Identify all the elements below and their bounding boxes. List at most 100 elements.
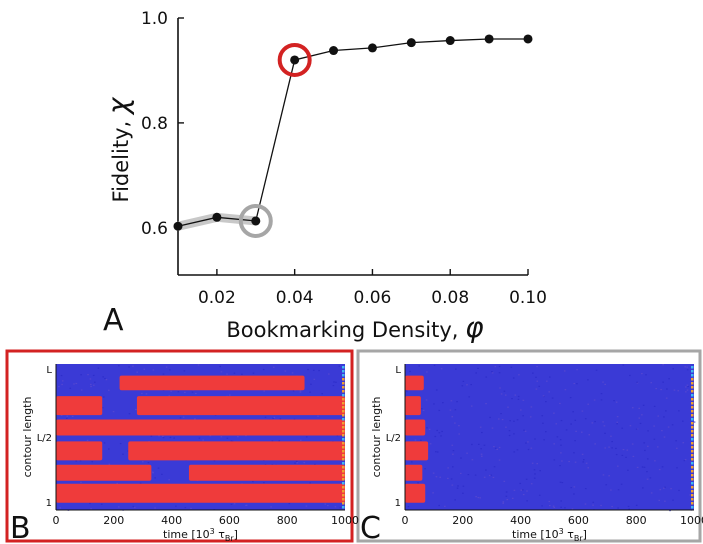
heatmap-noise <box>438 409 441 412</box>
heatmap-noise <box>195 392 197 395</box>
heatmap-noise <box>672 499 674 501</box>
heatmap-noise <box>552 505 555 507</box>
heatmap-noise <box>682 442 685 444</box>
heatmap-domain-band <box>405 419 426 436</box>
heatmap-noise <box>483 476 486 478</box>
heatmap-noise <box>617 507 619 509</box>
heatmap-noise <box>513 489 516 491</box>
heatmap-noise <box>466 452 468 454</box>
heatmap-noise <box>512 377 515 379</box>
marker-dot <box>691 418 694 421</box>
x-tick-label: 800 <box>626 514 647 527</box>
y-tick-label: L <box>395 365 401 376</box>
marker-dot <box>691 386 694 389</box>
heatmap-noise <box>462 485 465 487</box>
heatmap-noise <box>233 372 236 374</box>
heatmap-noise <box>93 384 95 386</box>
heatmap-noise <box>65 417 68 420</box>
heatmap-noise <box>513 420 515 422</box>
heatmap-noise <box>154 477 156 479</box>
heatmap-noise <box>462 492 464 494</box>
heatmap-noise <box>493 466 496 468</box>
heatmap-noise <box>92 374 95 377</box>
heatmap-noise <box>479 497 482 499</box>
marker-dot <box>691 402 694 405</box>
heatmap-noise <box>587 403 589 405</box>
heatmap-noise <box>524 430 527 432</box>
highlight-ring <box>238 203 273 238</box>
heatmap-noise <box>263 482 265 484</box>
heatmap-noise <box>75 460 78 462</box>
heatmap-noise <box>438 504 440 507</box>
heatmap-noise <box>615 401 618 403</box>
heatmap-noise <box>407 506 410 508</box>
heatmap-noise <box>117 506 120 508</box>
heatmap-noise <box>451 484 454 486</box>
heatmap-noise <box>406 390 408 392</box>
heatmap-noise <box>61 383 63 386</box>
panel-a-letter: A <box>103 303 124 338</box>
heatmap-noise <box>573 486 576 488</box>
heatmap-noise <box>693 421 696 423</box>
heatmap-noise <box>485 376 488 378</box>
heatmap-noise <box>516 419 519 421</box>
heatmap-noise <box>650 492 653 494</box>
heatmap-noise <box>602 421 604 423</box>
heatmap-noise <box>490 474 493 476</box>
heatmap-noise <box>617 489 620 491</box>
heatmap-noise <box>542 395 545 397</box>
marker-dot <box>342 410 345 413</box>
heatmap-noise <box>450 400 453 402</box>
heatmap-noise <box>108 389 110 391</box>
heatmap-noise <box>141 392 143 395</box>
heatmap-noise <box>684 459 687 461</box>
marker-dot <box>342 374 345 377</box>
heatmap-noise <box>313 378 316 380</box>
heatmap-domain-band <box>56 419 345 436</box>
heatmap-noise <box>143 368 146 370</box>
heatmap-noise <box>510 366 513 368</box>
marker-dot <box>342 474 345 477</box>
heatmap-noise <box>480 453 483 455</box>
heatmap-noise <box>80 481 82 483</box>
heatmap-noise <box>665 397 668 399</box>
heatmap-noise <box>436 451 439 453</box>
heatmap-noise <box>669 509 671 512</box>
marker-dot <box>691 438 694 441</box>
data-point <box>173 221 183 231</box>
heatmap-noise <box>561 481 564 484</box>
heatmap-noise <box>152 369 155 371</box>
heatmap-noise <box>635 504 638 506</box>
heatmap-noise <box>493 446 495 448</box>
heatmap-noise <box>616 423 618 425</box>
x-tick-label: 0 <box>53 514 60 527</box>
heatmap-noise <box>271 440 274 442</box>
marker-dot <box>342 390 345 393</box>
heatmap-noise <box>611 440 613 443</box>
data-point <box>523 34 533 44</box>
marker-dot <box>691 502 694 505</box>
heatmap-noise <box>686 369 689 371</box>
heatmap-noise <box>321 393 323 395</box>
heatmap-noise <box>103 442 106 444</box>
heatmap-noise <box>485 469 487 471</box>
marker-dot <box>342 458 345 461</box>
heatmap-noise <box>548 504 551 507</box>
heatmap-noise <box>451 416 454 418</box>
heatmap-noise <box>658 468 661 471</box>
heatmap-noise <box>646 458 649 460</box>
heatmap-noise <box>194 418 196 420</box>
marker-dot <box>691 442 694 445</box>
marker-dot <box>342 494 345 497</box>
heatmap-noise <box>184 506 187 509</box>
heatmap-noise <box>621 427 624 429</box>
heatmap-noise <box>608 475 610 477</box>
heatmap-noise <box>636 382 639 384</box>
heatmap-noise <box>600 399 603 401</box>
heatmap-noise <box>641 414 643 416</box>
marker-dot <box>691 458 694 461</box>
heatmap-noise <box>667 426 670 428</box>
heatmap-noise <box>483 444 486 446</box>
heatmap-noise <box>602 381 604 383</box>
heatmap-noise <box>481 455 483 457</box>
